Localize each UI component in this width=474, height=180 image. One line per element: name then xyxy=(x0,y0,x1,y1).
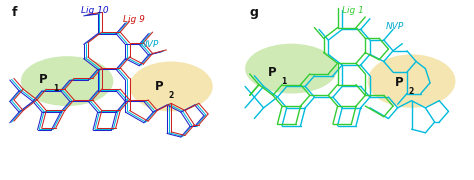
Text: 1: 1 xyxy=(282,77,287,86)
Ellipse shape xyxy=(368,54,456,108)
Text: 2: 2 xyxy=(409,87,414,96)
Text: Lig 9: Lig 9 xyxy=(123,15,145,24)
Ellipse shape xyxy=(21,56,113,106)
Text: 1: 1 xyxy=(53,84,58,93)
Text: P: P xyxy=(39,73,48,86)
Text: Lig 10: Lig 10 xyxy=(81,6,109,15)
Text: NVP: NVP xyxy=(141,40,159,49)
Text: P: P xyxy=(395,76,404,89)
Ellipse shape xyxy=(245,44,337,94)
Text: P: P xyxy=(268,66,277,79)
Text: P: P xyxy=(155,80,164,93)
Text: 2: 2 xyxy=(168,91,173,100)
Text: NVP: NVP xyxy=(386,22,404,31)
Ellipse shape xyxy=(129,62,213,111)
Text: g: g xyxy=(250,6,259,19)
Text: Lig 1: Lig 1 xyxy=(342,6,364,15)
Text: f: f xyxy=(12,6,17,19)
